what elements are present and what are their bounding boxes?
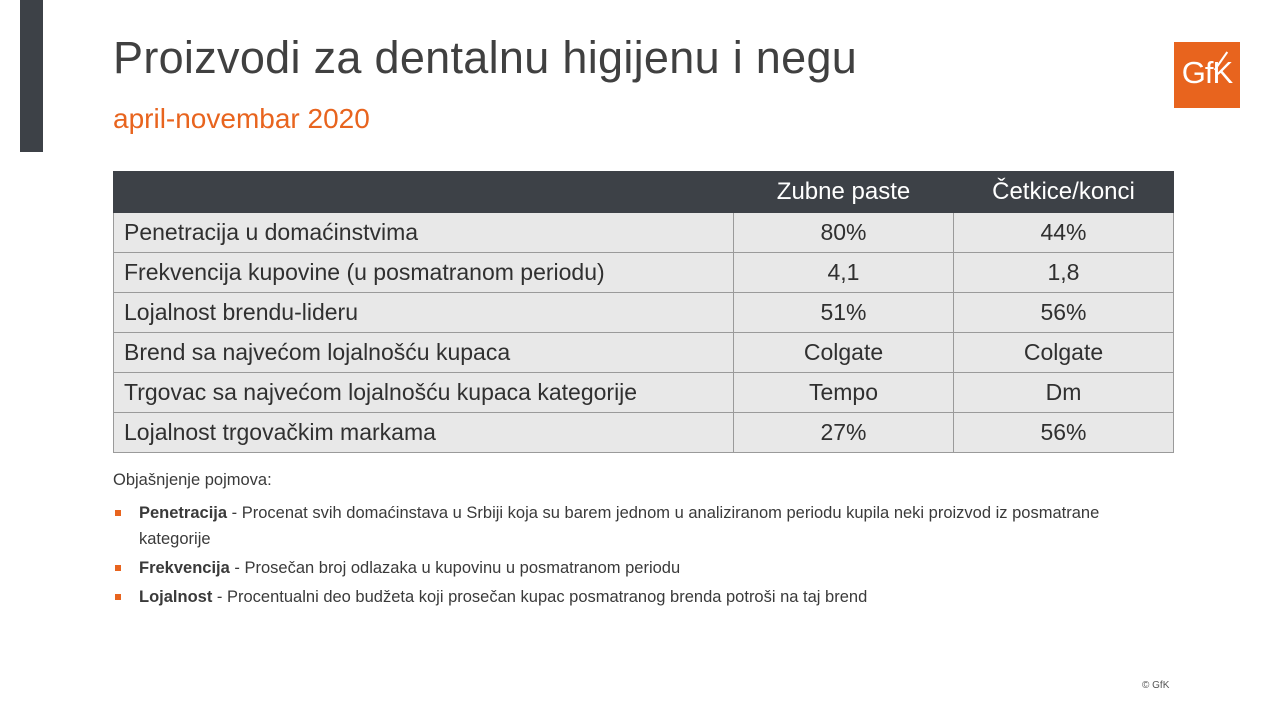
cell-brushes-floss: 44% xyxy=(953,212,1174,253)
table-row: Trgovac sa najvećom lojalnošću kupaca ka… xyxy=(113,372,1174,413)
column-header-metric xyxy=(113,171,734,213)
square-bullet-icon xyxy=(115,510,121,516)
table-row: Lojalnost brendu-lideru 51% 56% xyxy=(113,292,1174,333)
cell-brushes-floss: 1,8 xyxy=(953,252,1174,293)
cell-brushes-floss: Dm xyxy=(953,372,1174,413)
table-row: Frekvencija kupovine (u posmatranom peri… xyxy=(113,252,1174,293)
row-label: Penetracija u domaćinstvima xyxy=(113,212,734,253)
metrics-table: Zubne paste Četkice/konci Penetracija u … xyxy=(113,171,1174,453)
legend-title: Objašnjenje pojmova: xyxy=(113,471,272,489)
legend-term: Penetracija xyxy=(139,504,228,522)
page-title: Proizvodi za dentalnu higijenu i negu xyxy=(113,32,858,83)
cell-toothpaste: 4,1 xyxy=(733,252,954,293)
legend-item: Frekvencija - Prosečan broj odlazaka u k… xyxy=(113,555,1173,581)
table-row: Lojalnost trgovačkim markama 27% 56% xyxy=(113,412,1174,453)
cell-toothpaste: 80% xyxy=(733,212,954,253)
copyright-notice: © GfK xyxy=(1142,680,1170,691)
cell-brushes-floss: 56% xyxy=(953,292,1174,333)
accent-side-bar xyxy=(20,0,43,152)
legend-definition: - Prosečan broj odlazaka u kupovinu u po… xyxy=(229,559,681,577)
legend-definition: - Procentualni deo budžeta koji prosečan… xyxy=(212,588,868,606)
cell-brushes-floss: 56% xyxy=(953,412,1174,453)
row-label: Lojalnost brendu-lideru xyxy=(113,292,734,333)
table-row: Brend sa najvećom lojalnošću kupaca Colg… xyxy=(113,332,1174,373)
legend-definition: - Procenat svih domaćinstava u Srbiji ko… xyxy=(139,504,1100,548)
page-subtitle: april-novembar 2020 xyxy=(113,103,370,134)
square-bullet-icon xyxy=(115,565,121,571)
logo-text: GfK xyxy=(1181,55,1233,90)
row-label: Frekvencija kupovine (u posmatranom peri… xyxy=(113,252,734,293)
legend-list: Penetracija - Procenat svih domaćinstava… xyxy=(113,500,1173,610)
table-row: Penetracija u domaćinstvima 80% 44% xyxy=(113,212,1174,253)
legend-item: Lojalnost - Procentualni deo budžeta koj… xyxy=(113,584,1173,610)
cell-toothpaste: Colgate xyxy=(733,332,954,373)
cell-toothpaste: 27% xyxy=(733,412,954,453)
row-label: Brend sa najvećom lojalnošću kupaca xyxy=(113,332,734,373)
row-label: Trgovac sa najvećom lojalnošću kupaca ka… xyxy=(113,372,734,413)
row-label: Lojalnost trgovačkim markama xyxy=(113,412,734,453)
legend-item: Penetracija - Procenat svih domaćinstava… xyxy=(113,500,1173,552)
cell-toothpaste: 51% xyxy=(733,292,954,333)
square-bullet-icon xyxy=(115,594,121,600)
table-header-row: Zubne paste Četkice/konci xyxy=(113,171,1174,213)
cell-toothpaste: Tempo xyxy=(733,372,954,413)
column-header-toothpaste: Zubne paste xyxy=(733,171,954,213)
legend-term: Lojalnost xyxy=(139,588,213,606)
terms-legend: Objašnjenje pojmova: Penetracija - Proce… xyxy=(113,471,1173,613)
cell-brushes-floss: Colgate xyxy=(953,332,1174,373)
column-header-brushes-floss: Četkice/konci xyxy=(953,171,1174,213)
gfk-logo: GfK xyxy=(1174,42,1240,108)
legend-term: Frekvencija xyxy=(139,559,230,577)
